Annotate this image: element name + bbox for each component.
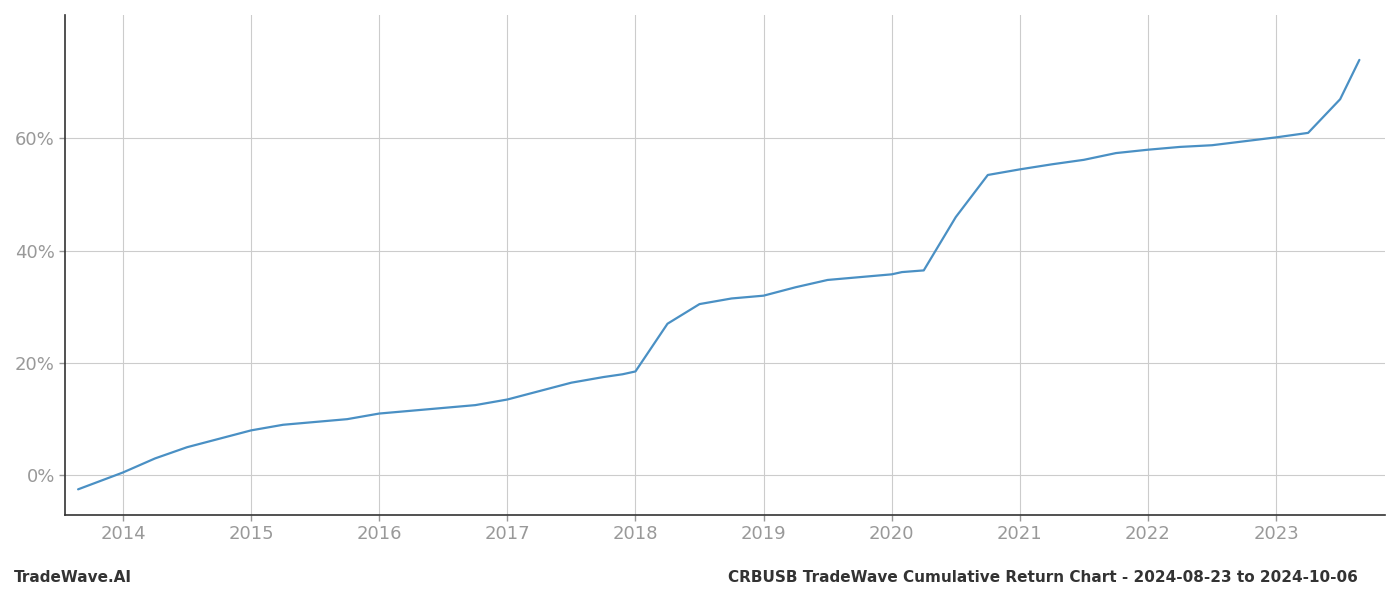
Text: CRBUSB TradeWave Cumulative Return Chart - 2024-08-23 to 2024-10-06: CRBUSB TradeWave Cumulative Return Chart… [728,570,1358,585]
Text: TradeWave.AI: TradeWave.AI [14,570,132,585]
